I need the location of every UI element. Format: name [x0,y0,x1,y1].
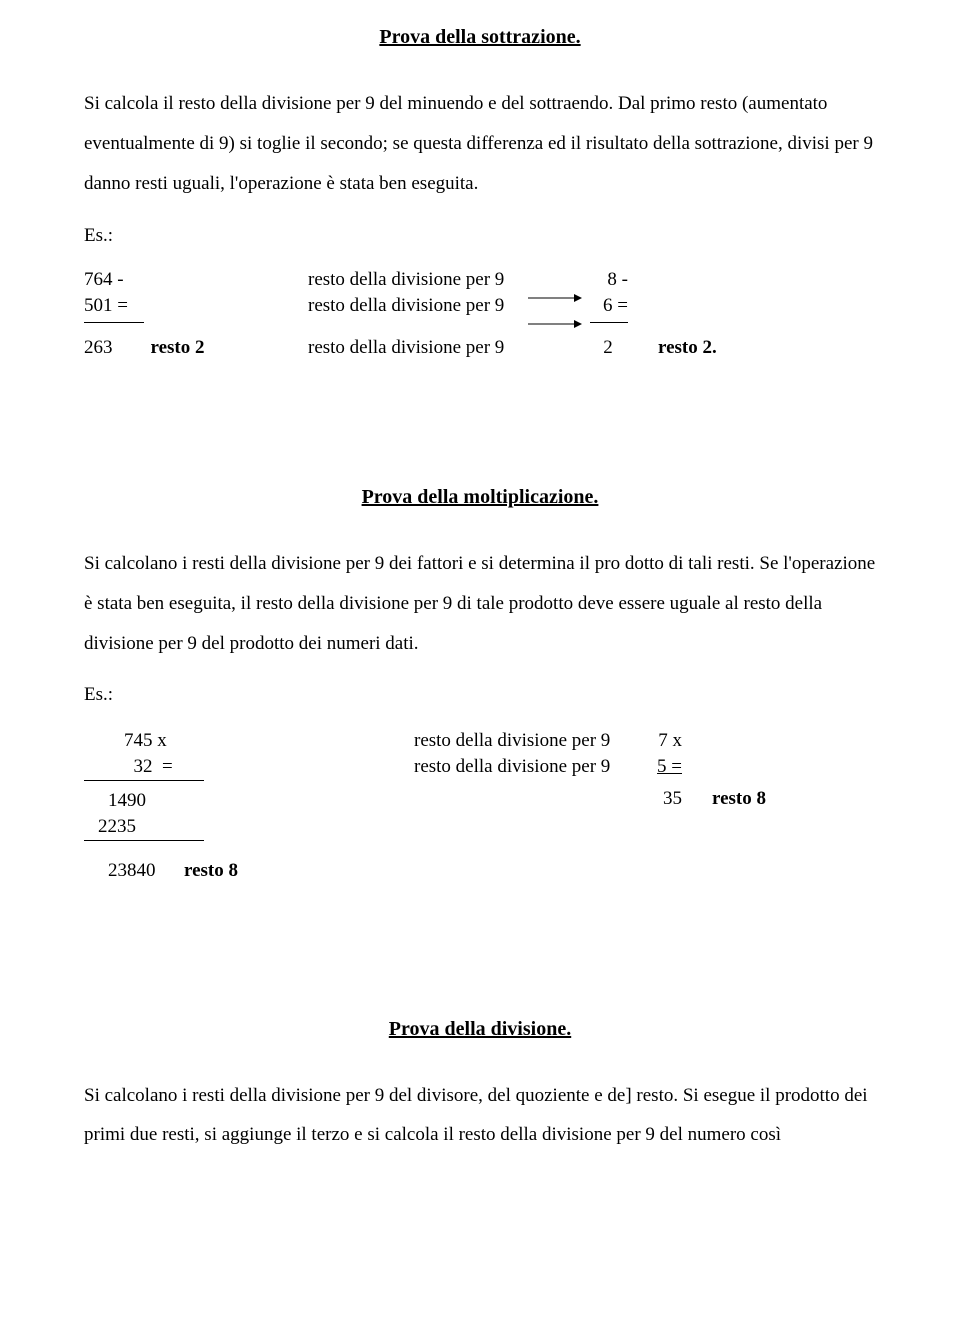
ex1-r3-value: 2 [588,335,628,362]
ex1-r2-result: 6 = [588,293,628,320]
section3-heading: Prova della divisione. [84,1010,876,1048]
ex2-row2: 32 = resto della divisione per 9 5 = [84,754,876,780]
ex2-r1-c2: resto della divisione per 9 [414,728,626,754]
ex2-r5-c1: 2235 [84,814,388,840]
ex1-rules [84,320,876,330]
rule-line [84,840,204,841]
ex1-r3-resto2: resto 2. [628,335,788,362]
section1-es-label: Es.: [84,218,876,254]
ex1-r3-result: 263 [84,337,113,358]
rule-line [84,322,144,323]
ex1-row2: 501 = resto della divisione per 9 6 = [84,294,876,320]
section1-heading: Prova della sottrazione. [84,18,876,56]
ex2-r2-c3: 5 = [626,754,682,780]
ex2-r3-c4: resto 8 [682,786,832,812]
ex1-r1-operand: 764 - [84,267,308,294]
ex2-row6: 23840 resto 8 [84,858,876,884]
section3-paragraph: Si calcolano i resti della divisione per… [84,1076,876,1156]
ex2-r2-c1: 32 = [84,754,414,780]
document-page: Prova della sottrazione. Si calcola il r… [0,0,960,1189]
ex1-r1-result: 8 - [588,267,628,294]
ex2-row-rule2 [84,840,876,846]
rule-line [84,780,204,781]
subtraction-example: 764 - resto della divisione per 9 8 - 50… [84,268,876,362]
ex1-r3-resto: resto 2 [151,337,205,358]
ex1-row1: 764 - resto della divisione per 9 8 - [84,268,876,294]
ex2-r2-c2: resto della divisione per 9 [414,754,626,780]
ex1-r3-label: resto della divisione per 9 [308,335,528,362]
ex1-row3: 263 resto 2 resto della divisione per 9 … [84,336,876,362]
ex2-r1-c3: 7 x [626,728,682,754]
ex2-r6-c2: resto 8 [184,860,238,881]
ex1-r2-operand: 501 = [84,293,308,320]
section1-paragraph: Si calcola il resto della divisione per … [84,84,876,204]
ex2-r3-c3: 35 [626,786,682,812]
ex2-r6-c1: 23840 [108,860,156,881]
ex2-r1-c1: 745 x [84,728,414,754]
section2-heading: Prova della moltiplicazione. [84,478,876,516]
section2-paragraph: Si calcolano i resti della divisione per… [84,544,876,664]
rule-line [590,322,628,323]
ex2-r4-c1: 1490 [84,788,398,814]
ex2-row5: 2235 [84,814,876,840]
multiplication-example: 745 x resto della divisione per 9 7 x 32… [84,728,876,884]
ex1-r2-label: resto della divisione per 9 [308,293,528,320]
section2-es-label: Es.: [84,677,876,713]
ex2-row1: 745 x resto della divisione per 9 7 x [84,728,876,754]
ex1-r1-label: resto della divisione per 9 [308,267,528,294]
